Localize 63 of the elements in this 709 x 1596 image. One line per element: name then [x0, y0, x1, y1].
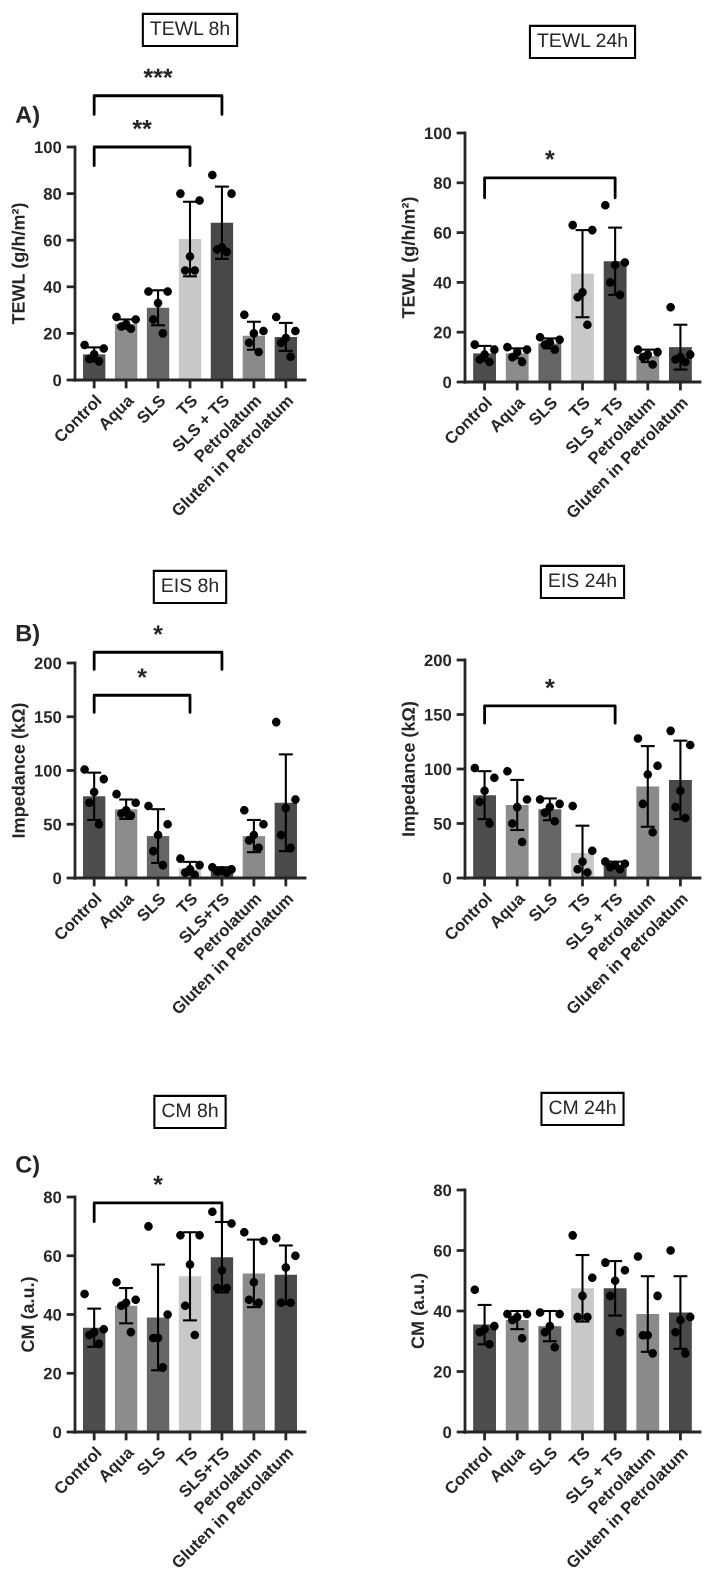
- y-tick-label: 100: [35, 764, 62, 777]
- y-tick-label: 100: [425, 127, 452, 140]
- y-tick-label: 20: [433, 1365, 452, 1378]
- y-tick-label: 40: [43, 1308, 62, 1321]
- x-tick-label: TS: [567, 891, 591, 915]
- x-tick-label: SLS: [135, 891, 167, 923]
- text: ***: [143, 68, 173, 78]
- y-tick-label: 20: [43, 327, 62, 340]
- y-tick-label: 0: [53, 374, 62, 387]
- chart-title: EIS 24h: [549, 572, 616, 588]
- y-tick-label: 100: [425, 763, 452, 776]
- annotation: *: [545, 150, 555, 160]
- y-tick-label: 50: [43, 818, 62, 831]
- y-tick-label: 100: [35, 141, 62, 154]
- y-tick-label: 0: [53, 872, 62, 885]
- y-tick-label: 60: [43, 1250, 62, 1262]
- annotation: *: [137, 668, 147, 678]
- chart-title: CM 8h: [162, 1102, 218, 1118]
- x-tick-label: SLS: [135, 1445, 167, 1477]
- y-axis-title: TEWL (g/h/m²): [401, 197, 419, 319]
- y-axis-title: TEWL (g/h/m²): [11, 203, 29, 325]
- y-tick-label: 40: [433, 1305, 452, 1318]
- x-tick-label: SLS: [135, 393, 167, 425]
- y-tick-label: 0: [443, 376, 452, 389]
- x-tick-label: SLS: [527, 891, 559, 923]
- y-tick-label: 40: [433, 276, 452, 289]
- y-tick-label: 150: [425, 708, 452, 721]
- y-tick-label: 80: [433, 177, 452, 189]
- y-tick-label: 60: [433, 1244, 452, 1257]
- x-tick-label: SLS: [527, 1445, 559, 1477]
- y-axis-title: Impedance (kΩ): [11, 703, 29, 838]
- annotation: *: [545, 679, 555, 689]
- text: *: [153, 1175, 163, 1186]
- x-tick-label: SLS: [527, 395, 559, 427]
- y-tick-label: 0: [443, 872, 452, 885]
- text: B): [16, 624, 39, 647]
- chart-title: CM 24h: [549, 1099, 616, 1115]
- y-tick-label: 0: [443, 1426, 452, 1439]
- y-tick-label: 50: [433, 817, 452, 830]
- y-tick-label: 150: [35, 711, 62, 723]
- y-tick-label: 200: [34, 657, 62, 670]
- text: C): [16, 1155, 39, 1178]
- y-tick-label: 0: [53, 1426, 62, 1439]
- text: *: [153, 625, 163, 635]
- y-axis-title: CM (a.u.): [410, 1273, 428, 1349]
- text: A): [15, 105, 39, 128]
- y-tick-label: 80: [43, 188, 62, 200]
- y-tick-label: 60: [433, 227, 452, 239]
- y-tick-label: 60: [43, 234, 62, 247]
- x-tick-label: TS: [567, 395, 591, 419]
- y-tick-label: 80: [433, 1184, 452, 1197]
- text: **: [132, 119, 152, 130]
- y-tick-label: 20: [43, 1367, 62, 1380]
- y-tick-label: 40: [43, 281, 62, 293]
- chart-title: TEWL 24h: [537, 32, 627, 47]
- y-tick-label: 200: [424, 654, 452, 667]
- y-tick-label: 80: [43, 1191, 62, 1204]
- x-tick-label: TS: [567, 1445, 591, 1469]
- chart-title: TEWL 8h: [150, 20, 229, 36]
- y-axis-title: Impedance (kΩ): [401, 701, 419, 836]
- chart-title: EIS 8h: [162, 577, 218, 593]
- y-axis-title: CM (a.u.): [20, 1277, 38, 1352]
- y-tick-label: 20: [433, 326, 452, 339]
